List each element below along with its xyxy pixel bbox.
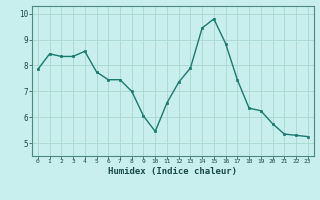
X-axis label: Humidex (Indice chaleur): Humidex (Indice chaleur) [108,167,237,176]
